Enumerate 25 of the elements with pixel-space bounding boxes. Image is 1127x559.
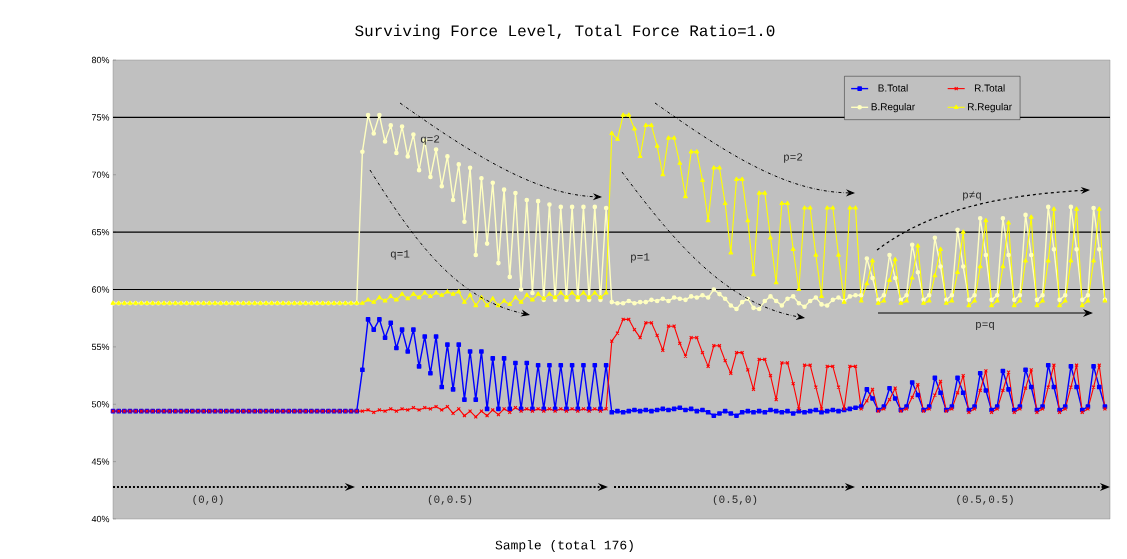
annotation: (0.5,0) xyxy=(713,494,757,506)
y-tick-label: 80% xyxy=(91,56,110,64)
annotation: q=1 xyxy=(390,250,410,260)
annotation: (0,0) xyxy=(193,494,223,506)
x-axis-title: Sample (total 176) xyxy=(495,539,633,553)
y-tick-label: 65% xyxy=(91,228,110,236)
y-tick-label: 75% xyxy=(91,114,110,121)
y-tick-label: 55% xyxy=(91,343,110,351)
annotation: p=2 xyxy=(784,153,803,163)
legend-label: R.Total xyxy=(974,84,1005,92)
y-tick-label: 40% xyxy=(91,515,110,523)
annotation: (0,0.5) xyxy=(428,494,472,506)
legend-label: B.Regular xyxy=(871,102,915,113)
annotation: p≠q xyxy=(963,191,981,201)
legend-label: R.Regular xyxy=(968,102,1012,113)
legend-label: B.Total xyxy=(878,84,908,92)
annotation: (0.5,0.5) xyxy=(957,494,1013,506)
annotation: p=1 xyxy=(631,253,650,263)
y-tick-label: 50% xyxy=(91,401,110,408)
y-tick-label: 70% xyxy=(91,171,110,178)
y-tick-label: 45% xyxy=(91,458,110,465)
annotation: p=q xyxy=(976,321,994,331)
y-tick-label: 60% xyxy=(91,286,110,293)
chart-title: Surviving Force Level, Total Force Ratio=1.0 xyxy=(355,24,775,40)
annotation: q=2 xyxy=(420,135,440,145)
